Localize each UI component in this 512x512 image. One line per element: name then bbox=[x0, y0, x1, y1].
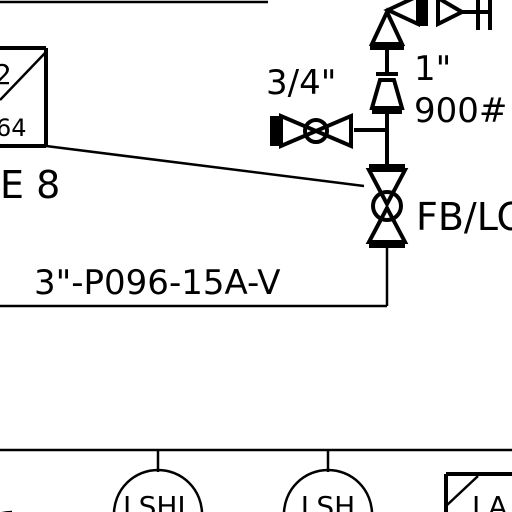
valve-type-label: FB/LO bbox=[416, 195, 512, 239]
small-valve-icon bbox=[270, 112, 353, 150]
alarm-box: LA bbox=[444, 472, 512, 512]
tag-box: 2 64 bbox=[0, 46, 48, 148]
instrument-1-tag: LSHL bbox=[123, 490, 193, 512]
pressure-class-label: 900# bbox=[414, 91, 507, 131]
reducer-icon bbox=[369, 50, 405, 114]
leader-line bbox=[45, 144, 365, 188]
instrument-bubble-1 bbox=[112, 468, 204, 512]
top-valve-icon bbox=[368, 0, 492, 50]
large-valve-size-label: 1" bbox=[414, 49, 451, 89]
small-valve-size-label: 3/4" bbox=[266, 63, 336, 103]
tag-box-bottom-text: 64 bbox=[0, 114, 27, 142]
instrument-bubble-2 bbox=[282, 468, 374, 512]
note-reference: E 8 bbox=[0, 163, 60, 207]
instrument-2-tag: LSH bbox=[301, 490, 355, 512]
instrument-3-tag: LA bbox=[472, 490, 507, 512]
fb-lo-valve-icon bbox=[365, 164, 409, 248]
line-number-label: 3"-P096-15A-V bbox=[34, 263, 281, 303]
tag-box-top-text: 2 bbox=[0, 58, 12, 91]
